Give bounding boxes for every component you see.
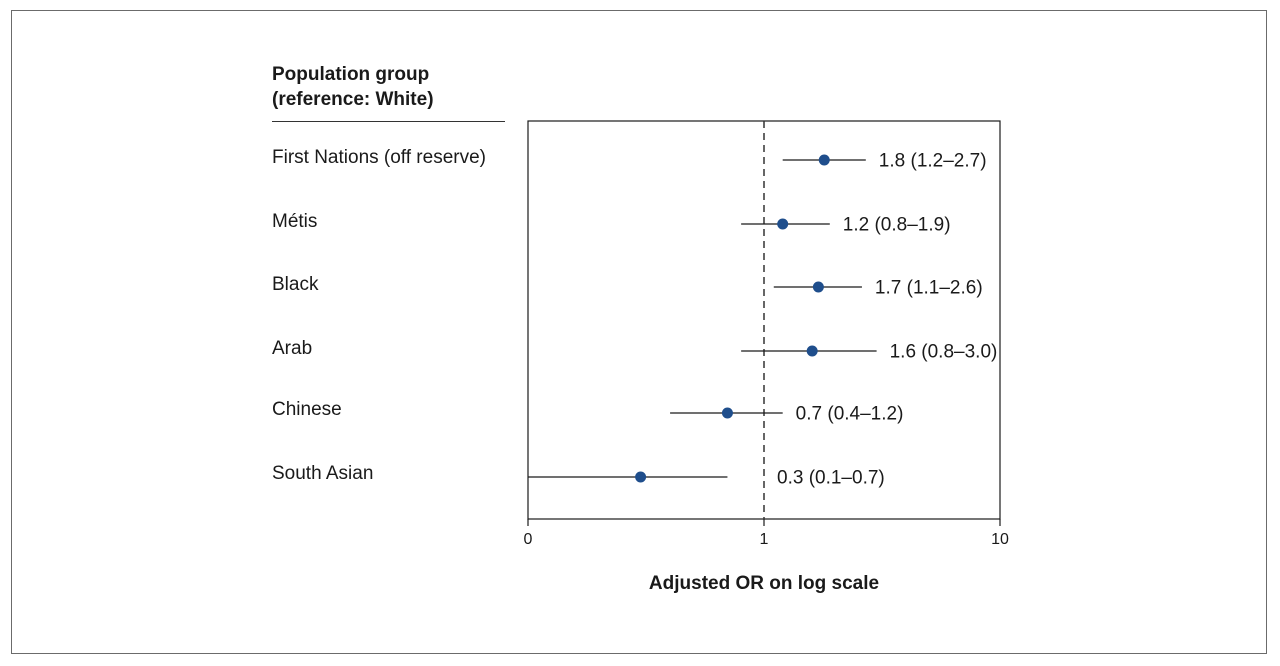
x-tick-label: 10: [991, 531, 1009, 548]
or-point: [806, 345, 818, 357]
or-point: [721, 407, 733, 419]
row-label: Chinese: [272, 399, 342, 420]
figure-frame: [11, 10, 1267, 654]
row-label: First Nations (off reserve): [272, 147, 486, 168]
header-rule: [272, 121, 505, 122]
ci-label: 0.7 (0.4–1.2): [796, 404, 904, 425]
or-point: [812, 281, 824, 293]
ci-label: 1.2 (0.8–1.9): [843, 215, 951, 236]
ci-label: 1.7 (1.1–2.6): [875, 278, 983, 299]
row-label: Arab: [272, 338, 313, 359]
header-line-1: Population group: [272, 64, 430, 85]
ci-label: 0.3 (0.1–0.7): [777, 468, 885, 489]
header-line-2: (reference: White): [272, 89, 434, 110]
x-tick-label: 0: [524, 531, 533, 548]
or-point: [818, 154, 830, 166]
row-label: South Asian: [272, 463, 374, 484]
or-point: [635, 471, 647, 483]
ci-label: 1.8 (1.2–2.7): [879, 151, 987, 172]
x-axis-label: Adjusted OR on log scale: [648, 573, 880, 594]
x-tick-label: 1: [760, 531, 769, 548]
row-label: Black: [272, 274, 319, 295]
or-point: [777, 218, 789, 230]
ci-label: 1.6 (0.8–3.0): [890, 342, 998, 363]
row-label: Métis: [272, 211, 318, 232]
row-header: Population group (reference: White): [272, 62, 434, 112]
